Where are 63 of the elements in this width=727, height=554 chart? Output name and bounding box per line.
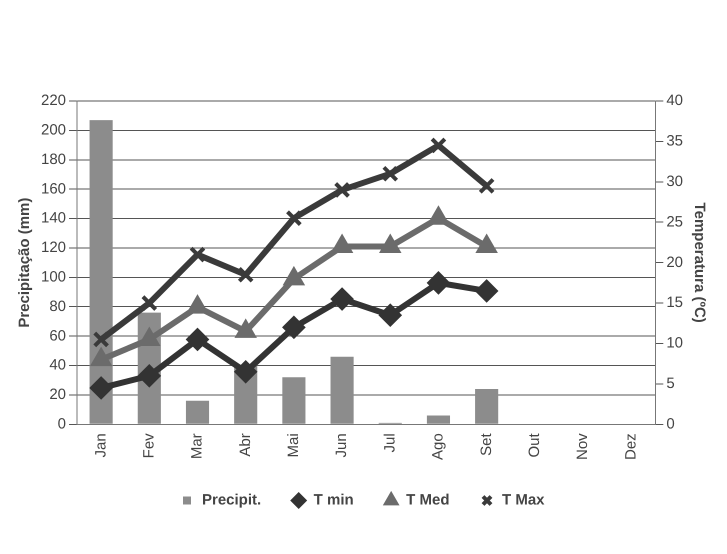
point bbox=[334, 182, 350, 198]
point bbox=[476, 280, 498, 302]
y2-tick-label: 20 bbox=[666, 254, 684, 271]
point bbox=[427, 272, 450, 294]
y-tick-label: 220 bbox=[40, 92, 66, 110]
x-tick-label: Jul bbox=[381, 433, 398, 452]
point bbox=[92, 331, 110, 348]
point bbox=[234, 360, 257, 383]
legend-label: Precipit. bbox=[202, 492, 262, 509]
y2-tick-label: 40 bbox=[666, 92, 684, 110]
y-tick-label: 20 bbox=[49, 386, 66, 404]
y-tick-label: 80 bbox=[49, 298, 66, 315]
point bbox=[331, 288, 354, 310]
point bbox=[189, 246, 206, 263]
y2-tick-label: 25 bbox=[666, 213, 684, 230]
x-tick-label: Abr bbox=[236, 433, 254, 457]
point bbox=[138, 364, 160, 387]
legend-label: T Max bbox=[502, 492, 546, 509]
point bbox=[186, 328, 209, 350]
bar bbox=[426, 415, 450, 424]
y2-axis-title: Temperatura (ºC) bbox=[690, 202, 708, 323]
y-tick-label: 40 bbox=[49, 356, 66, 374]
y2-tick-label: 15 bbox=[666, 294, 684, 312]
point bbox=[140, 294, 158, 312]
x-tick-label: Out bbox=[526, 432, 543, 458]
point bbox=[382, 165, 399, 182]
y-tick-label: 140 bbox=[40, 210, 66, 227]
bar bbox=[330, 356, 354, 424]
point bbox=[282, 316, 305, 338]
point bbox=[379, 304, 402, 326]
y2-tick-label: 5 bbox=[666, 375, 675, 392]
point bbox=[478, 178, 496, 194]
x-tick-label: Jun bbox=[333, 433, 350, 458]
y2-tick-label: 10 bbox=[666, 334, 684, 352]
bar bbox=[90, 120, 113, 424]
point bbox=[430, 137, 447, 154]
bar bbox=[475, 389, 498, 424]
point bbox=[286, 210, 302, 227]
y-axis-title: Precipitação (mm) bbox=[16, 198, 34, 328]
x-tick-label: Fev bbox=[140, 432, 158, 458]
y-tick-label: 0 bbox=[58, 415, 66, 432]
y2-tick-label: 0 bbox=[666, 415, 675, 432]
y-tick-label: 160 bbox=[40, 180, 66, 198]
bar bbox=[186, 400, 210, 424]
legend-label: T Med bbox=[406, 492, 450, 509]
point bbox=[90, 376, 112, 399]
x-tick-label: Mar bbox=[188, 433, 206, 460]
x-tick-label: Dez bbox=[622, 433, 640, 460]
y-tick-label: 100 bbox=[40, 268, 66, 286]
x-tick-label: Ago bbox=[430, 433, 447, 460]
x-tick-label: Nov bbox=[574, 432, 592, 460]
y2-tick-label: 35 bbox=[666, 132, 684, 150]
y-tick-label: 60 bbox=[49, 327, 66, 344]
y-tick-label: 200 bbox=[40, 122, 66, 139]
x-tick-label: Mai bbox=[285, 433, 302, 458]
y2-tick-label: 30 bbox=[666, 172, 684, 190]
x-tick-label: Jan bbox=[92, 433, 110, 458]
y-tick-label: 180 bbox=[40, 150, 66, 168]
bar bbox=[282, 377, 306, 424]
point bbox=[237, 266, 254, 284]
y-tick-label: 120 bbox=[40, 239, 66, 256]
legend-label: T min bbox=[314, 492, 354, 509]
x-tick-label: Set bbox=[478, 432, 495, 456]
